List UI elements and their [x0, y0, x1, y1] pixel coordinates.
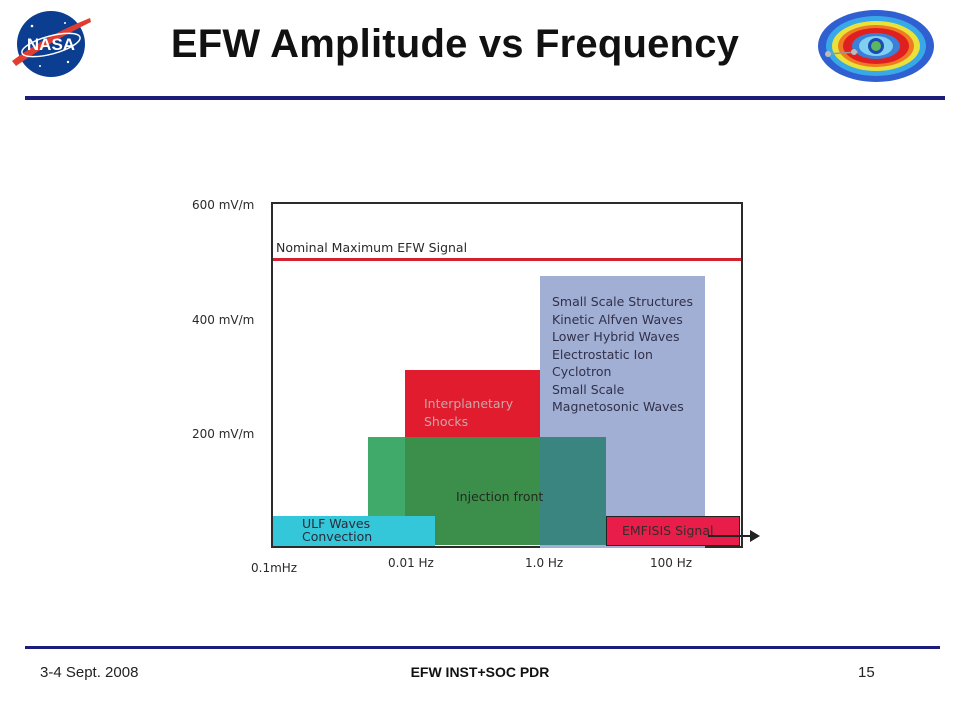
region-ulf — [273, 516, 435, 546]
header-divider — [25, 96, 945, 100]
x-tick-label: 100 Hz — [650, 556, 693, 570]
nominal-maximum-line — [273, 258, 741, 261]
nasa-logo: NASA — [10, 6, 92, 78]
region-emfisis — [606, 516, 740, 546]
y-tick-label: 200 mV/m — [192, 427, 255, 441]
radiation-belts-icon — [818, 6, 948, 88]
nasa-wordmark: NASA — [27, 35, 75, 54]
x-tick-label: 1.0 Hz — [525, 556, 564, 570]
slide-title: EFW Amplitude vs Frequency — [170, 22, 740, 66]
y-tick-label: 400 mV/m — [192, 313, 255, 327]
region-shocks-label: Interplanetary Shocks — [424, 396, 514, 429]
y-tick-label: 600 mV/m — [192, 198, 255, 212]
x-tick-label: 0.1mHz — [251, 561, 298, 575]
region-ulf-label: ULF Waves Convection — [302, 516, 373, 544]
region-injection-right — [540, 437, 606, 545]
amplitude-frequency-diagram: 600 mV/m 400 mV/m 200 mV/m Nominal Maxim… — [180, 186, 780, 586]
region-emfisis-label: EMFISIS Signal — [622, 523, 714, 538]
x-tick-label: 0.01 Hz — [388, 556, 434, 570]
footer-divider — [25, 646, 940, 649]
footer-date: 3-4 Sept. 2008 — [40, 664, 139, 681]
arrow-right-icon — [708, 530, 760, 542]
region-small-scale-label: Small Scale Structures Kinetic Alfven Wa… — [552, 294, 693, 414]
footer-center-label: EFW INST+SOC PDR — [410, 664, 550, 680]
region-shocks — [405, 370, 540, 440]
region-injection-label: Injection front — [456, 489, 544, 504]
nominal-maximum-label: Nominal Maximum EFW Signal — [276, 240, 468, 255]
page-number: 15 — [858, 664, 875, 681]
